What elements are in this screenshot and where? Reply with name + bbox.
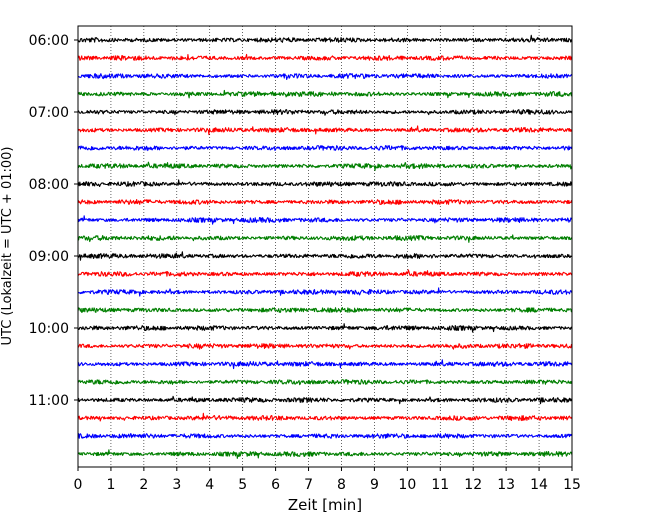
trace-12 (77, 234, 573, 243)
trace-20 (77, 379, 573, 386)
x-tick-label-12: 12 (464, 477, 482, 493)
y-tick-label-1100: 11:00 (29, 393, 69, 409)
trace-7 (77, 145, 573, 152)
x-tick-label-0: 0 (74, 477, 83, 493)
trace-22 (77, 412, 573, 422)
x-tick-label-6: 6 (271, 477, 280, 493)
x-tick-label-4: 4 (205, 477, 214, 493)
y-axis-label: UTC (Lokalzeit = UTC + 01:00) (0, 147, 15, 346)
trace-16 (77, 306, 573, 313)
x-tick-label-2: 2 (139, 477, 148, 493)
x-tick-label-5: 5 (238, 477, 247, 493)
x-tick-label-11: 11 (431, 477, 449, 493)
x-axis-ticks: 0 1 2 3 4 5 6 7 8 9 10 11 12 13 14 15 (74, 467, 581, 493)
x-axis-label: Zeit [min] (288, 496, 362, 514)
trace-4 (77, 89, 573, 99)
trace-2 (77, 53, 573, 61)
x-tick-label-10: 10 (398, 477, 416, 493)
trace-21 (77, 395, 573, 405)
trace-15 (77, 287, 573, 297)
trace-10 (77, 198, 573, 205)
y-tick-label-0600: 06:00 (29, 33, 69, 49)
trace-19 (77, 359, 573, 370)
x-tick-label-9: 9 (370, 477, 379, 493)
trace-11 (77, 215, 573, 225)
y-axis-ticks: 06:00 07:00 08:00 09:00 10:00 11:00 (29, 33, 78, 409)
y-tick-label-1000: 10:00 (29, 321, 69, 337)
x-tick-label-7: 7 (304, 477, 313, 493)
x-tick-label-1: 1 (106, 477, 115, 493)
trace-5 (77, 108, 573, 116)
trace-3 (77, 73, 573, 81)
x-tick-label-8: 8 (337, 477, 346, 493)
y-tick-label-0800: 08:00 (29, 177, 69, 193)
trace-8 (77, 161, 573, 171)
y-tick-label-0900: 09:00 (29, 249, 69, 265)
plot-frame (77, 25, 573, 468)
x-tick-label-13: 13 (497, 477, 515, 493)
trace-23 (77, 433, 573, 439)
trace-17 (77, 323, 573, 333)
trace-18 (77, 343, 573, 350)
trace-13 (77, 251, 573, 261)
trace-1 (77, 34, 573, 43)
y-tick-label-0700: 07:00 (29, 105, 69, 121)
trace-9 (77, 179, 573, 188)
x-tick-label-3: 3 (172, 477, 181, 493)
trace-14 (77, 269, 573, 277)
x-tick-label-14: 14 (530, 477, 548, 493)
x-tick-label-15: 15 (563, 477, 581, 493)
seismic-traces (77, 34, 573, 459)
trace-6 (77, 125, 573, 136)
trace-24 (77, 449, 573, 459)
